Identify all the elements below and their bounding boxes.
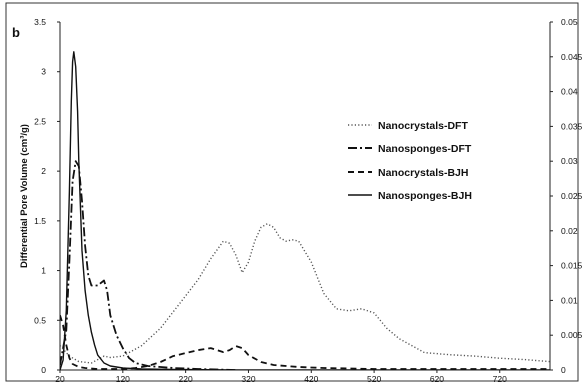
series-line-nanocrystals-dft <box>60 223 550 364</box>
panel-label: b <box>12 25 20 40</box>
y2-tick-label: 0.02 <box>561 226 578 236</box>
y-tick-label: 0.5 <box>34 315 46 325</box>
legend-label-nanocrystals-dft: Nanocrystals-DFT <box>378 120 468 132</box>
y2-tick-label: 0.045 <box>561 52 582 62</box>
y2-tick-label: 0.04 <box>561 87 578 97</box>
x-tick-label: 20 <box>55 374 65 384</box>
y-tick-label: 2.5 <box>34 116 46 126</box>
y-tick-label: 1.5 <box>34 216 46 226</box>
x-tick-label: 320 <box>241 374 255 384</box>
series-line-nanosponges-dft <box>60 160 236 370</box>
y2-tick-label: 0.03 <box>561 156 578 166</box>
y-axis-title: Differential Pore Volume (cm³/g) <box>19 124 30 268</box>
chart-frame <box>5 2 579 382</box>
legend-label-nanosponges-bjh: Nanosponges-BJH <box>378 190 472 202</box>
legend-label-nanosponges-dft: Nanosponges-DFT <box>378 143 472 155</box>
y2-tick-label: 0.025 <box>561 191 582 201</box>
series-line-nanocrystals-bjh <box>60 315 550 370</box>
y2-tick-label: 0.015 <box>561 261 582 271</box>
y2-tick-label: 0 <box>561 365 566 375</box>
y-tick-label: 3.5 <box>34 17 46 27</box>
y-tick-label: 1 <box>41 266 46 276</box>
y2-tick-label: 0.005 <box>561 330 582 340</box>
y2-tick-label: 0.035 <box>561 121 582 131</box>
y2-tick-label: 0.01 <box>561 295 578 305</box>
plot-area: 20 120 220 320 420 520 620 720 0 0.5 1 1.5 2 2.5 3 3.5 0… <box>19 17 582 384</box>
x-tick-label: 620 <box>430 374 444 384</box>
x-tick-label: 520 <box>367 374 381 384</box>
x-tick-label: 420 <box>304 374 318 384</box>
y2-tick-label: 0.05 <box>561 17 578 27</box>
x-tick-label: 220 <box>179 374 193 384</box>
series-line-nanosponges-bjh <box>60 51 550 370</box>
y-tick-label: 3 <box>41 67 46 77</box>
x-tick-label: 720 <box>493 374 507 384</box>
y-tick-label: 2 <box>41 166 46 176</box>
legend-label-nanocrystals-bjh: Nanocrystals-BJH <box>378 167 468 179</box>
legend: Nanocrystals-DFT Nanosponges-DFT Nanocryst… <box>348 120 472 202</box>
x-tick-label: 120 <box>116 374 130 384</box>
y-tick-label: 0 <box>41 365 46 375</box>
